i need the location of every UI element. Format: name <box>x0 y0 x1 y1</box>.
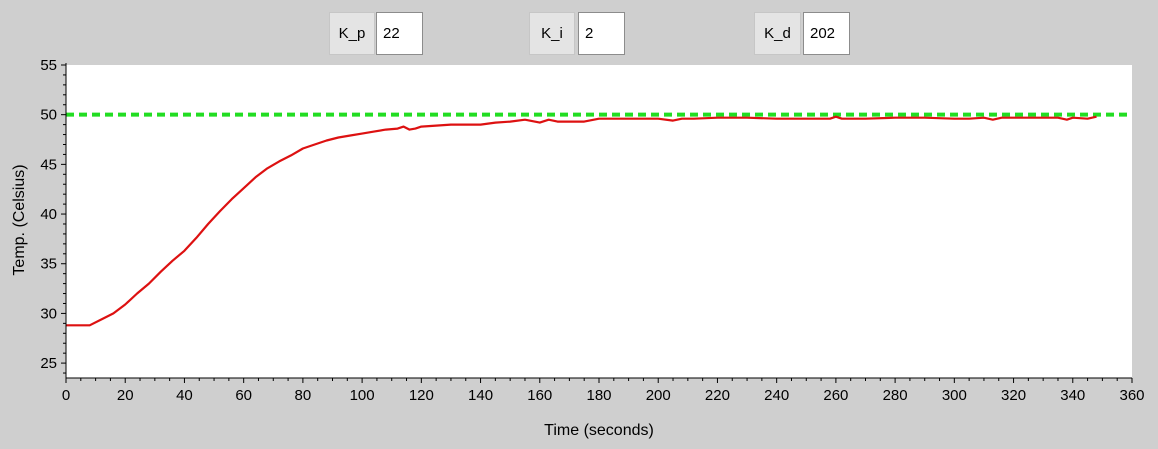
x-tick-label: 220 <box>705 387 730 404</box>
x-tick-label: 40 <box>176 387 193 404</box>
y-tick-label: 25 <box>40 355 57 372</box>
x-tick-label: 0 <box>62 387 70 404</box>
x-tick-label: 160 <box>527 387 552 404</box>
x-tick-label: 180 <box>586 387 611 404</box>
x-tick-label: 100 <box>350 387 375 404</box>
y-tick-label: 50 <box>40 107 57 124</box>
y-tick-label: 35 <box>40 256 57 273</box>
x-tick-label: 80 <box>295 387 312 404</box>
x-tick-label: 280 <box>883 387 908 404</box>
x-tick-label: 140 <box>468 387 493 404</box>
temperature-line <box>66 115 1097 327</box>
kp-input[interactable] <box>376 12 423 55</box>
x-tick-label: 320 <box>1001 387 1026 404</box>
x-tick-label: 20 <box>117 387 134 404</box>
kd-label: K_d <box>754 12 801 55</box>
x-tick-label: 60 <box>235 387 252 404</box>
kd-input[interactable] <box>803 12 850 55</box>
kp-label: K_p <box>329 12 375 55</box>
y-axis-title: Temp. (Celsius) <box>11 164 28 275</box>
x-tick-label: 340 <box>1060 387 1085 404</box>
y-tick-label: 40 <box>40 206 57 223</box>
y-tick-label: 45 <box>40 156 57 173</box>
ki-input[interactable] <box>578 12 625 55</box>
x-axis-title: Time (seconds) <box>544 422 654 439</box>
y-tick-label: 55 <box>40 57 57 74</box>
plot-area <box>66 65 1132 378</box>
x-tick-label: 200 <box>646 387 671 404</box>
x-tick-label: 120 <box>409 387 434 404</box>
x-tick-label: 240 <box>764 387 789 404</box>
ki-label: K_i <box>529 12 575 55</box>
x-tick-label: 260 <box>823 387 848 404</box>
y-tick-label: 30 <box>40 305 57 322</box>
x-tick-label: 300 <box>942 387 967 404</box>
x-tick-label: 360 <box>1119 387 1144 404</box>
